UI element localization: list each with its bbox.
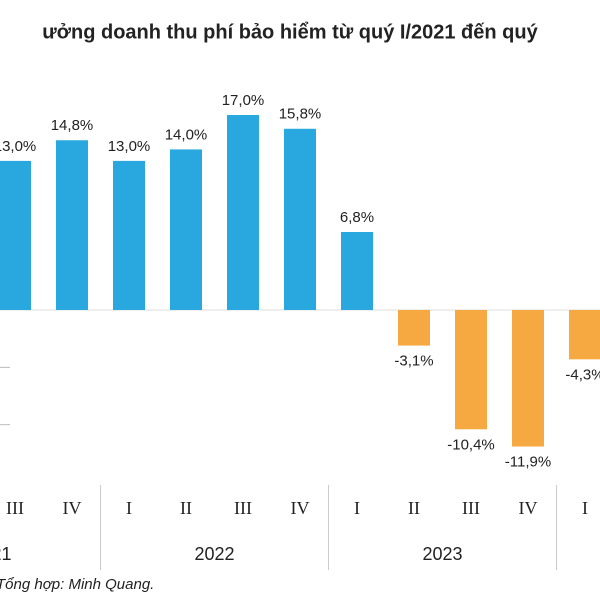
bar — [455, 310, 487, 430]
value-label: 14,8% — [51, 117, 94, 134]
x-tick-label: IV — [519, 498, 538, 518]
bar — [113, 160, 145, 310]
x-tick-label: IV — [63, 498, 82, 518]
x-tick-label: III — [6, 498, 24, 518]
value-label: -3,1% — [394, 353, 433, 370]
year-label: 2021 — [0, 544, 12, 564]
chart-title: ưởng doanh thu phí bảo hiểm từ quý I/202… — [42, 21, 538, 43]
x-tick-label: I — [126, 498, 132, 518]
bar — [341, 232, 373, 310]
bar — [512, 310, 544, 447]
bar — [56, 140, 88, 310]
x-tick-label: III — [234, 498, 252, 518]
value-label: -11,9% — [505, 453, 551, 470]
year-label: 2023 — [422, 544, 462, 564]
bar — [284, 128, 316, 310]
value-label: 6,8% — [340, 209, 374, 226]
x-tick-label: IV — [291, 498, 310, 518]
bar — [0, 160, 31, 310]
x-tick-label: III — [462, 498, 480, 518]
value-label: 13,0% — [108, 138, 151, 155]
x-tick-label: II — [408, 498, 420, 518]
x-tick-label: I — [582, 498, 588, 518]
x-tick-label: I — [354, 498, 360, 518]
bar — [170, 149, 202, 310]
value-label: 13,0% — [0, 138, 36, 155]
value-label: -4,3% — [565, 366, 600, 383]
value-label: -10,4% — [447, 436, 495, 453]
year-label: 2022 — [194, 544, 234, 564]
value-label: 15,8% — [279, 106, 322, 123]
bar — [227, 115, 259, 310]
value-label: 17,0% — [222, 92, 265, 109]
value-label: 14,0% — [165, 126, 208, 143]
x-tick-label: II — [180, 498, 192, 518]
bar — [398, 310, 430, 346]
source: Tổng hợp: Minh Quang. — [0, 576, 154, 593]
bar — [569, 310, 600, 360]
